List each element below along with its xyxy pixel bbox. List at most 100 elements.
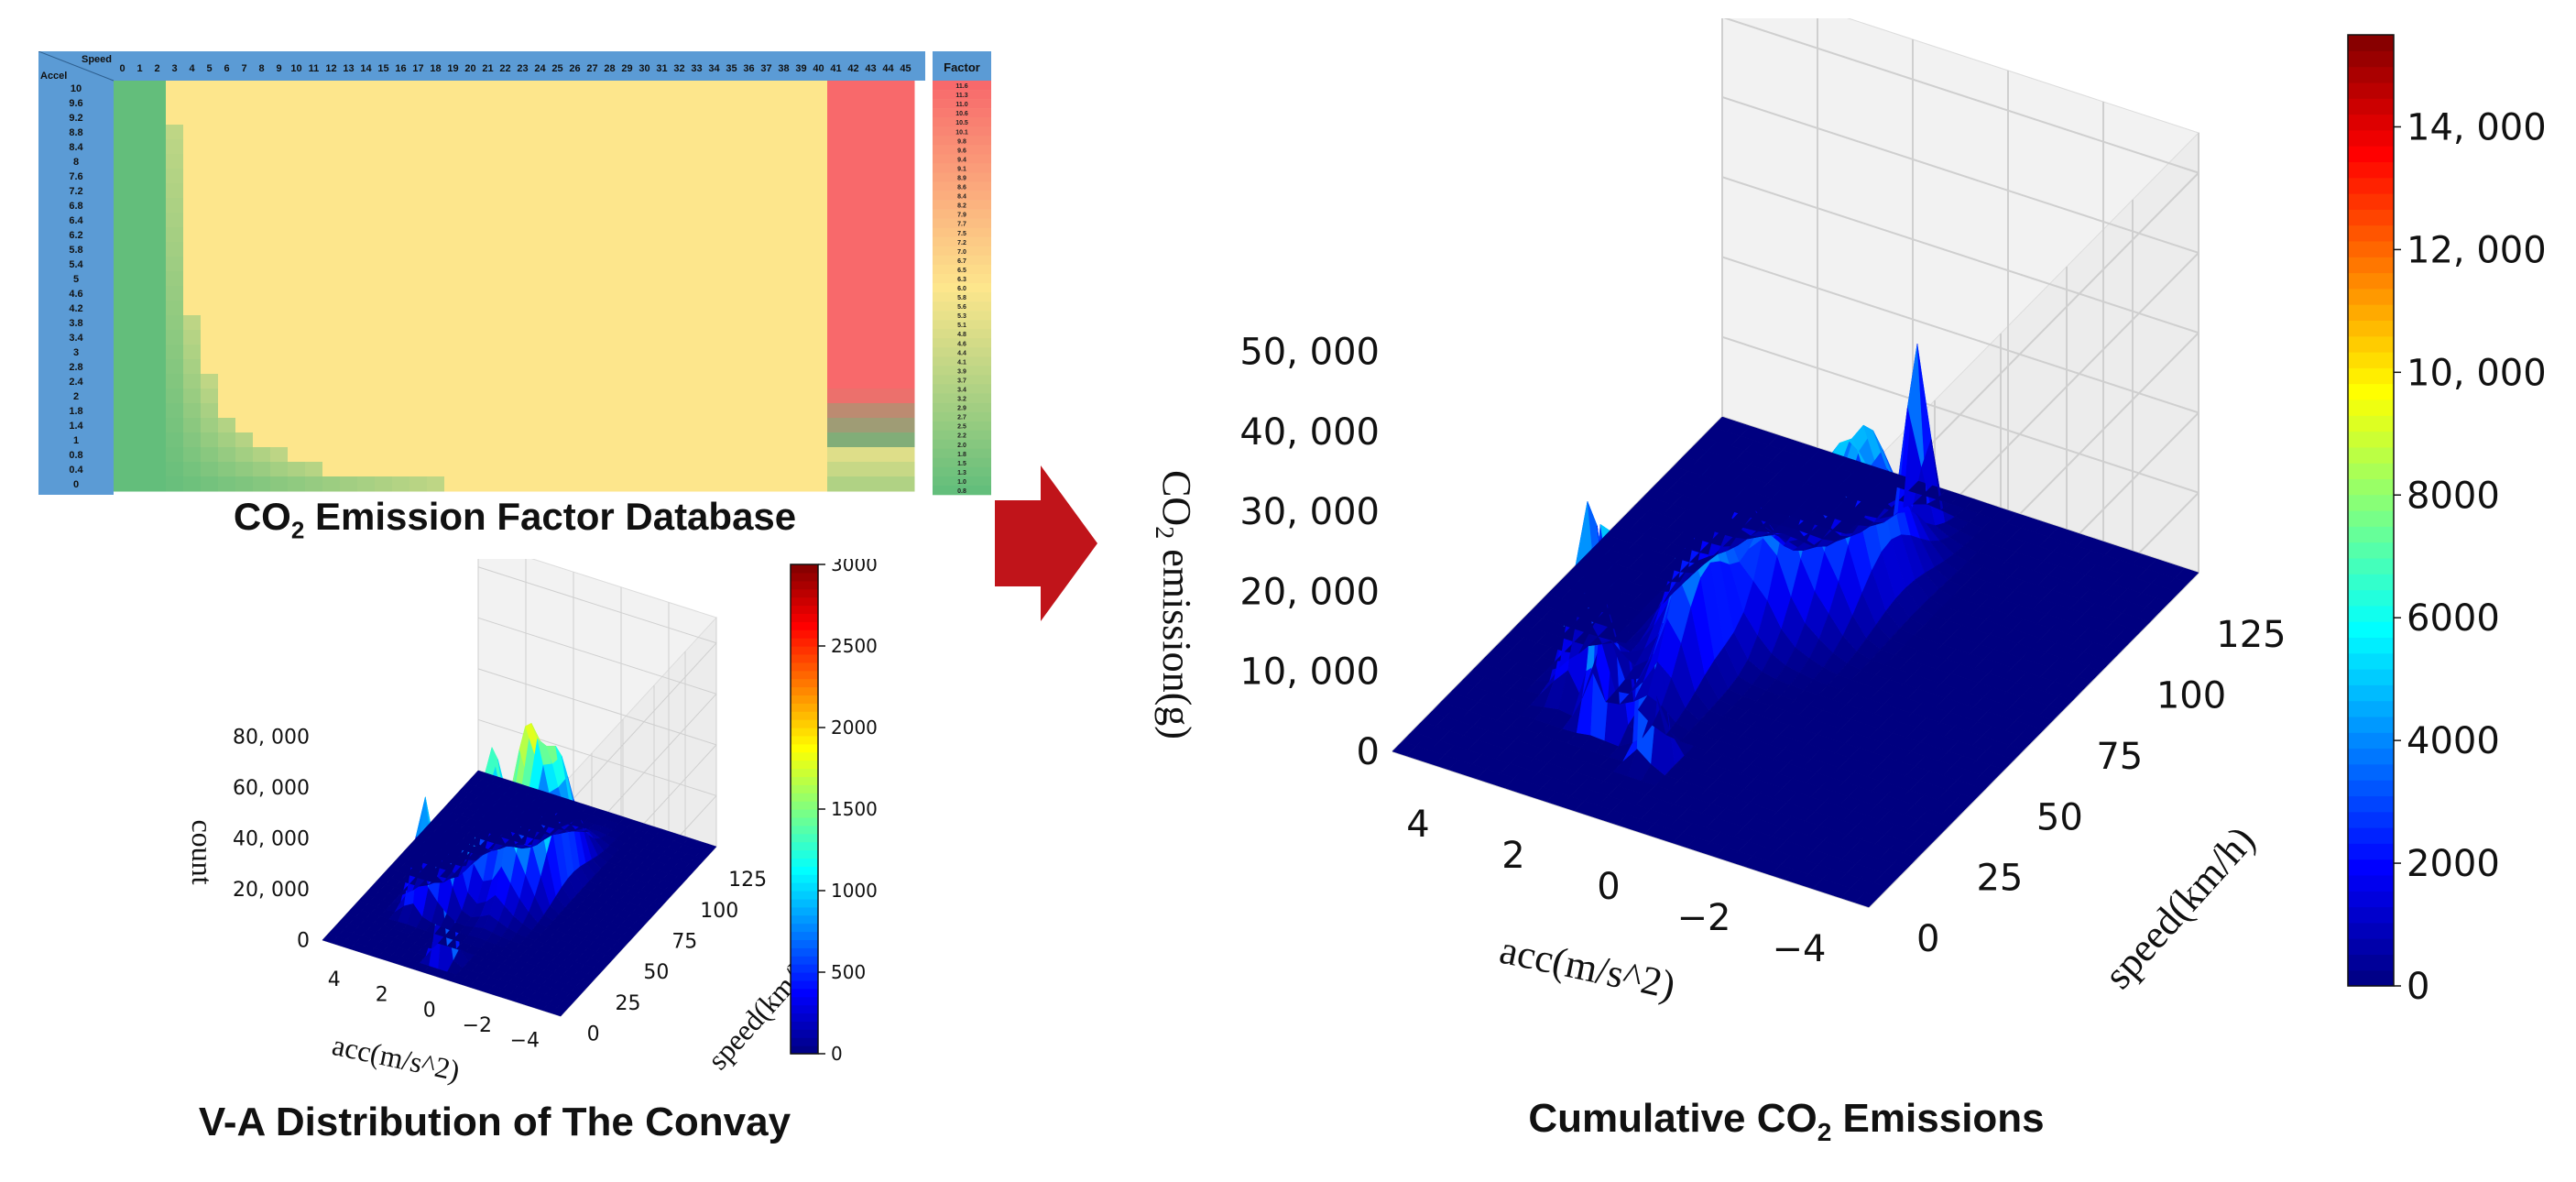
speed-label: 38 — [778, 63, 789, 74]
emission-cell — [131, 125, 149, 140]
emission-cell — [462, 432, 480, 448]
emission-cell — [705, 110, 724, 126]
emission-cell — [653, 139, 671, 155]
emission-cell — [879, 462, 898, 477]
emission-cell — [688, 110, 706, 126]
acc-tick-label: 2 — [376, 984, 388, 1007]
emission-cell — [740, 301, 759, 316]
speed-label: 44 — [882, 63, 894, 74]
emission-cell — [305, 286, 323, 301]
colorbar-segment — [2348, 146, 2394, 162]
emission-cell — [740, 315, 759, 331]
emission-cell — [235, 213, 254, 228]
colorbar-tick-label: 0 — [2407, 966, 2429, 1008]
emission-cell — [375, 403, 393, 419]
emission-cell — [235, 242, 254, 257]
emission-cell — [253, 345, 271, 360]
emission-cell — [636, 374, 654, 389]
colorbar-segment — [2348, 922, 2394, 939]
emission-cell — [653, 95, 671, 111]
emission-cell — [305, 95, 323, 111]
emission-cell — [827, 257, 846, 272]
emission-cell — [322, 301, 341, 316]
emission-cell — [357, 476, 376, 492]
emission-cell — [723, 432, 741, 448]
emission-cell — [131, 198, 149, 213]
emission-cell — [392, 315, 410, 331]
emission-cell — [148, 242, 167, 257]
emission-cell — [357, 330, 376, 345]
factor-value: 10.1 — [955, 129, 968, 136]
emission-cell — [131, 403, 149, 419]
emission-cell — [235, 257, 254, 272]
emission-cell — [845, 169, 863, 184]
emission-cell — [322, 110, 341, 126]
emission-cell — [114, 125, 132, 140]
emission-cell — [531, 462, 550, 477]
emission-cell — [618, 227, 637, 243]
emission-cell — [375, 286, 393, 301]
emission-cell — [166, 389, 184, 404]
emission-cell — [183, 359, 202, 375]
factor-cell — [933, 117, 991, 127]
emission-cell — [322, 95, 341, 111]
emission-cell — [148, 110, 167, 126]
emission-cell — [705, 213, 724, 228]
emission-cell — [705, 81, 724, 96]
colorbar-segment — [791, 825, 818, 835]
emission-cell — [792, 95, 811, 111]
colorbar-segment — [791, 972, 818, 981]
emission-cell — [775, 110, 793, 126]
factor-value: 9.1 — [957, 166, 966, 172]
emission-cell — [671, 345, 689, 360]
emission-cell — [827, 389, 846, 404]
accel-label: 2.4 — [69, 377, 83, 388]
emission-cell — [740, 95, 759, 111]
emission-cell — [549, 418, 567, 433]
emission-cell — [427, 257, 445, 272]
emission-cell — [497, 110, 515, 126]
emission-cell — [688, 271, 706, 287]
emission-cell — [375, 432, 393, 448]
colorbar-segment — [791, 833, 818, 843]
emission-cell — [671, 389, 689, 404]
emission-cell — [531, 389, 550, 404]
cumulative-ylabel: speed(km/h) — [2095, 817, 2264, 997]
emission-cell — [879, 198, 898, 213]
emission-cell — [549, 286, 567, 301]
emission-cell — [375, 345, 393, 360]
emission-cell — [462, 345, 480, 360]
emission-cell — [566, 154, 584, 170]
factor-value: 4.8 — [957, 332, 966, 338]
emission-cell — [618, 315, 637, 331]
emission-cell — [601, 403, 619, 419]
emission-cell — [897, 125, 915, 140]
emission-cell — [810, 213, 828, 228]
emission-cell — [775, 213, 793, 228]
emission-cell — [166, 345, 184, 360]
colorbar-segment — [2348, 415, 2394, 432]
emission-cell — [479, 462, 497, 477]
emission-cell — [862, 95, 880, 111]
emission-cell — [653, 110, 671, 126]
emission-cell — [758, 198, 776, 213]
speed-label: 32 — [673, 63, 684, 74]
emission-cell — [566, 227, 584, 243]
emission-cell — [288, 330, 306, 345]
emission-cell — [566, 359, 584, 375]
emission-cell — [427, 476, 445, 492]
emission-cell — [688, 183, 706, 199]
colorbar-segment — [791, 801, 818, 810]
emission-cell — [322, 198, 341, 213]
factor-cell — [933, 81, 991, 91]
speed-label: 30 — [639, 63, 649, 74]
emission-cell — [183, 154, 202, 170]
emission-cell — [340, 389, 358, 404]
emission-cell — [601, 242, 619, 257]
emission-cell — [462, 213, 480, 228]
emission-cell — [862, 139, 880, 155]
emission-cell — [653, 257, 671, 272]
emission-cell — [340, 154, 358, 170]
emission-cell — [827, 476, 846, 492]
emission-cell — [497, 447, 515, 463]
